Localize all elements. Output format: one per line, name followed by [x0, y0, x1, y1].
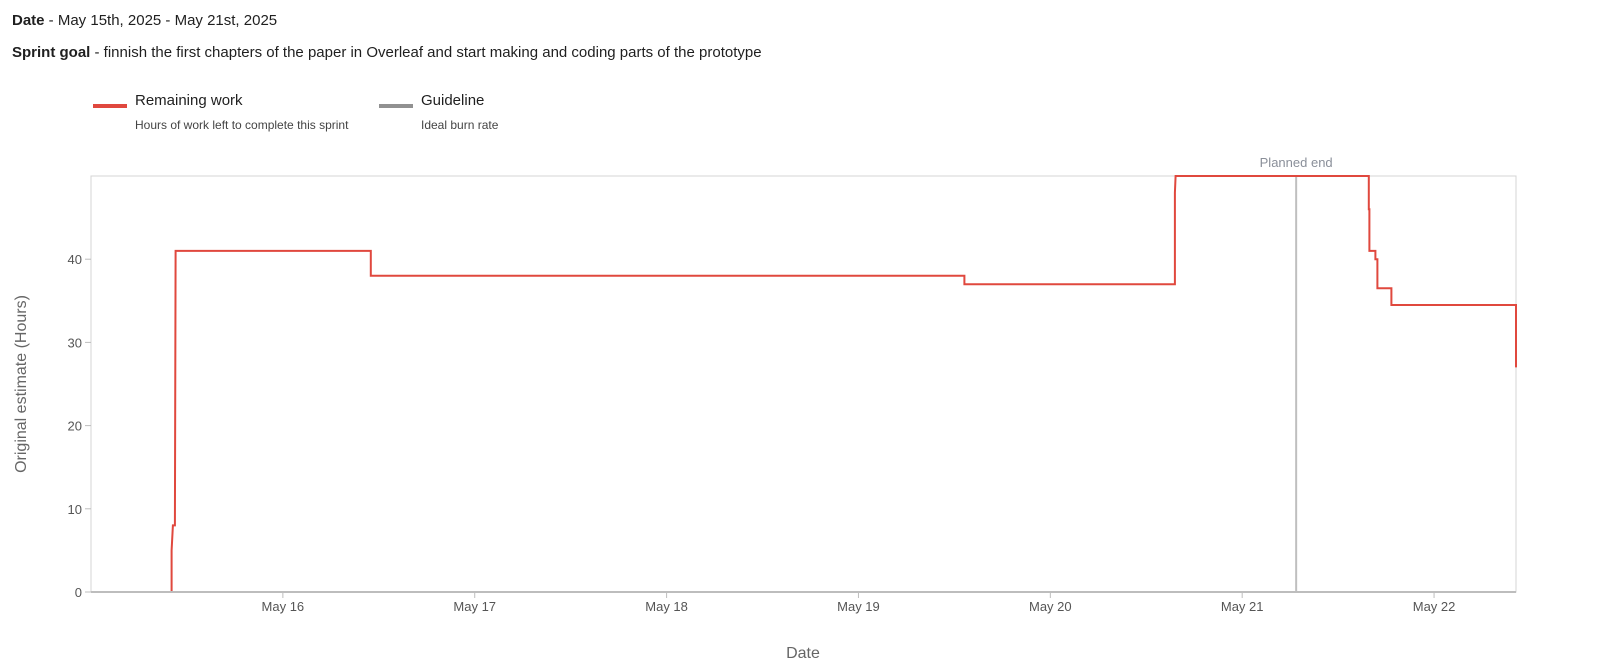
- x-axis-title: Date: [786, 645, 820, 660]
- x-tick-label: May 17: [453, 599, 496, 614]
- y-tick-label: 0: [75, 585, 82, 600]
- remaining-work-line[interactable]: [91, 175, 1517, 593]
- date-label: Date: [12, 12, 45, 29]
- y-tick-label: 30: [68, 335, 82, 350]
- x-tick-label: May 20: [1029, 599, 1072, 614]
- chart-markers: Planned end: [1260, 155, 1333, 592]
- x-tick-label: May 19: [837, 599, 880, 614]
- y-axis-title: Original estimate (Hours): [13, 295, 30, 473]
- x-axis-ticks: May 16 May 17 May 18 May 19 May 20 May 21 May …: [262, 592, 1456, 614]
- x-tick-label: May 21: [1221, 599, 1264, 614]
- y-tick-label: 20: [68, 419, 82, 434]
- legend-subtitle-guideline: Ideal burn rate: [421, 118, 499, 132]
- plot-area-frame: [90, 175, 1517, 593]
- legend-subtitle-remaining-work: Hours of work left to complete this spri…: [135, 118, 349, 132]
- x-tick-label: May 22: [1413, 599, 1456, 614]
- y-tick-label: 40: [68, 252, 82, 267]
- burndown-chart: 0 10 20 30 40 May 16 May 17 May 18 May 19 May 20…: [13, 155, 1517, 660]
- y-axis-ticks: 0 10 20 30 40: [68, 252, 91, 600]
- y-tick-label: 10: [68, 502, 82, 517]
- legend-title-remaining-work: Remaining work: [135, 92, 243, 109]
- planned-end-label: Planned end: [1260, 155, 1333, 170]
- legend-swatch-guideline: [379, 104, 413, 108]
- sprint-date-line: Date - May 15th, 2025 - May 21st, 2025: [12, 12, 277, 29]
- goal-label: Sprint goal: [12, 44, 91, 61]
- x-tick-label: May 16: [262, 599, 305, 614]
- legend-title-guideline: Guideline: [421, 92, 485, 109]
- x-tick-label: May 18: [645, 599, 688, 614]
- date-value: - May 15th, 2025 - May 21st, 2025: [44, 12, 278, 29]
- goal-value: - finnish the first chapters of the pape…: [90, 44, 762, 61]
- legend-swatch-remaining-work: [93, 104, 127, 108]
- sprint-goal-line: Sprint goal - finnish the first chapters…: [12, 44, 762, 61]
